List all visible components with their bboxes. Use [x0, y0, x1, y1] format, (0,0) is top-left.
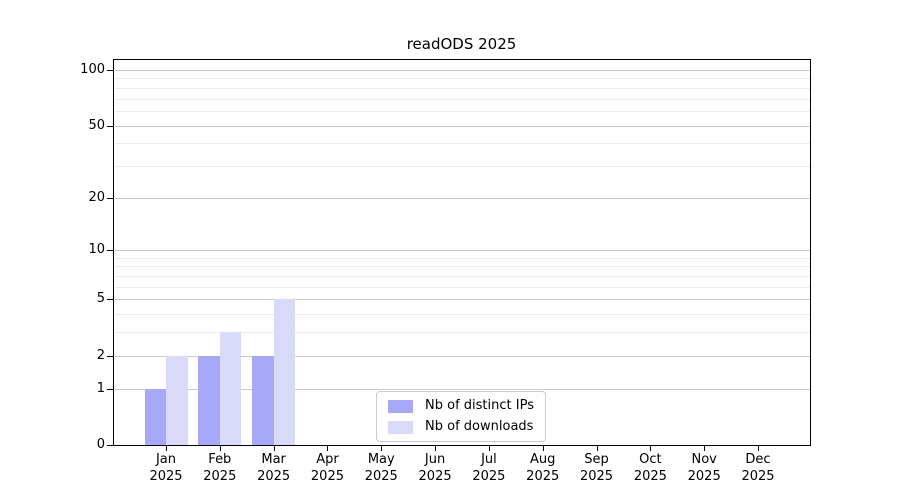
x-tick-month: Jan: [155, 452, 177, 467]
minor-gridline: [114, 257, 810, 259]
x-tick-year: 2025: [203, 469, 237, 484]
distinct-ips-bar: [198, 355, 220, 445]
x-axis-tick-label: Jun 2025: [395, 451, 475, 485]
x-tick-month: Nov: [691, 452, 717, 467]
x-tick-year: 2025: [526, 469, 560, 484]
x-tick-month: Feb: [208, 452, 232, 467]
distinct-ips-bar: [144, 388, 166, 445]
y-tick-mark: [107, 197, 113, 199]
major-gridline: [114, 70, 810, 71]
minor-gridline: [114, 314, 810, 316]
x-tick-month: Oct: [639, 452, 662, 467]
x-tick-month: Apr: [316, 452, 339, 467]
x-tick-month: May: [367, 452, 395, 467]
x-tick-month: Jul: [481, 452, 497, 467]
y-tick-mark: [107, 70, 113, 71]
y-axis-tick-label: 50: [88, 117, 105, 133]
distinct-ips-bar: [252, 355, 274, 445]
x-tick-mark: [273, 446, 275, 451]
y-tick-mark: [107, 355, 113, 357]
x-tick-month: Dec: [745, 452, 771, 467]
x-tick-mark: [650, 446, 652, 451]
major-gridline: [114, 355, 810, 357]
x-tick-year: 2025: [257, 469, 291, 484]
legend-label: Nb of distinct IPs: [425, 398, 534, 413]
x-tick-month: Jun: [424, 452, 446, 467]
minor-gridline: [114, 143, 810, 145]
x-tick-mark: [704, 446, 706, 451]
minor-gridline: [114, 332, 810, 334]
y-axis-tick-label: 1: [96, 380, 105, 396]
y-axis-tick-label: 2: [96, 347, 105, 363]
x-axis-tick-label: Aug 2025: [503, 451, 583, 485]
x-axis-tick-label: Oct 2025: [610, 451, 690, 485]
y-axis-tick-label: 5: [96, 291, 105, 307]
x-tick-year: 2025: [687, 469, 721, 484]
minor-gridline: [114, 110, 810, 112]
x-tick-year: 2025: [149, 469, 183, 484]
x-tick-month: Aug: [530, 452, 556, 467]
x-tick-month: Sep: [584, 452, 609, 467]
y-axis-tick-label: 0: [96, 437, 105, 452]
minor-gridline: [114, 286, 810, 288]
x-tick-mark: [166, 446, 167, 451]
x-axis-tick-label: Jan 2025: [126, 451, 206, 485]
y-tick-mark: [107, 125, 113, 127]
legend-entry: Nb of distinct IPs: [388, 398, 534, 414]
legend: Nb of distinct IPs Nb of downloads: [376, 391, 546, 442]
downloads-bar: [273, 299, 296, 445]
y-axis-tick-label: 100: [80, 62, 105, 77]
y-tick-mark: [107, 388, 113, 390]
x-tick-mark: [219, 446, 221, 451]
x-tick-year: 2025: [633, 469, 667, 484]
x-axis-tick-label: Sep 2025: [557, 451, 637, 485]
major-gridline: [114, 125, 810, 127]
minor-gridline: [114, 266, 810, 268]
x-axis-tick-label: Mar 2025: [234, 451, 314, 485]
legend-entry: Nb of downloads: [388, 419, 534, 435]
x-axis-tick-label: Nov 2025: [664, 451, 744, 485]
x-tick-mark: [435, 446, 437, 451]
plot-area: [113, 59, 811, 446]
x-tick-mark: [488, 446, 490, 451]
x-tick-mark: [327, 446, 329, 451]
x-tick-mark: [542, 446, 544, 451]
x-tick-year: 2025: [310, 469, 344, 484]
x-tick-year: 2025: [364, 469, 398, 484]
x-axis-tick-label: May 2025: [341, 451, 421, 485]
x-tick-year: 2025: [472, 469, 506, 484]
minor-gridline: [114, 78, 810, 80]
legend-label: Nb of downloads: [425, 419, 534, 434]
x-tick-mark: [596, 446, 598, 451]
y-tick-mark: [107, 445, 113, 446]
minor-gridline: [114, 165, 810, 167]
x-axis-tick-label: Feb 2025: [180, 451, 260, 485]
x-tick-month: Mar: [261, 452, 286, 467]
minor-gridline: [114, 98, 810, 100]
x-tick-year: 2025: [418, 469, 452, 484]
y-tick-mark: [107, 299, 113, 301]
downloads-bar: [219, 332, 242, 445]
x-axis-tick-label: Apr 2025: [287, 451, 367, 485]
x-tick-mark: [381, 446, 383, 451]
y-tick-mark: [107, 250, 113, 252]
downloads-bar: [166, 355, 188, 445]
x-tick-year: 2025: [741, 469, 775, 484]
chart-title: readODS 2025: [406, 35, 517, 53]
x-axis-tick-label: Dec 2025: [718, 451, 798, 485]
x-axis-tick-label: Jul 2025: [449, 451, 529, 485]
major-gridline: [114, 197, 810, 199]
major-gridline: [114, 388, 810, 390]
minor-gridline: [114, 87, 810, 89]
y-axis-tick-label: 20: [88, 189, 105, 205]
x-tick-mark: [758, 446, 759, 451]
major-gridline: [114, 299, 810, 301]
major-gridline: [114, 250, 810, 252]
x-tick-year: 2025: [579, 469, 614, 484]
legend-swatch: [388, 420, 414, 434]
y-axis-tick-label: 10: [88, 242, 105, 258]
minor-gridline: [114, 276, 810, 278]
legend-swatch: [388, 399, 414, 413]
